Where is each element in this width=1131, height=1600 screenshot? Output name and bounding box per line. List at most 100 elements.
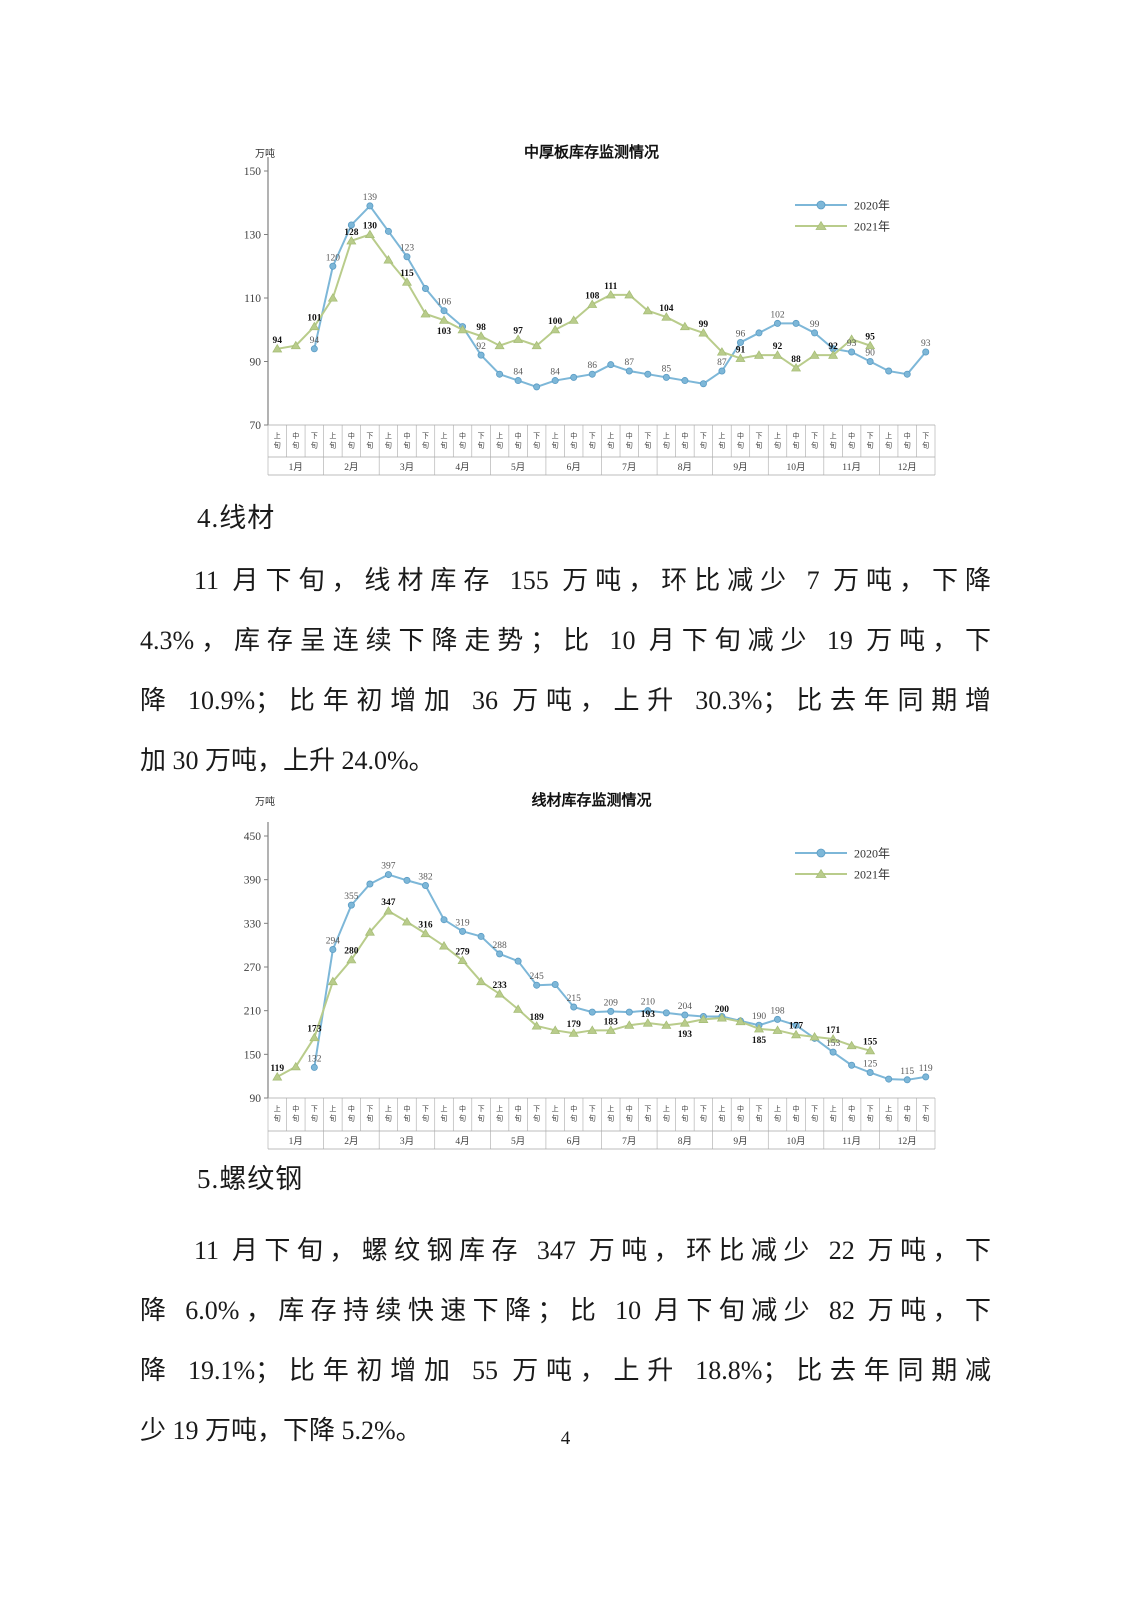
x-tick-period-label: 中旬 bbox=[904, 431, 911, 450]
x-tick-period-label: 中旬 bbox=[793, 1104, 800, 1123]
x-tick-period-label: 下旬 bbox=[644, 1105, 651, 1123]
data-label: 96 bbox=[736, 329, 746, 339]
data-label: 171 bbox=[826, 1026, 841, 1036]
legend-label: 2020年 bbox=[854, 199, 890, 213]
data-label: 183 bbox=[604, 1017, 619, 1027]
data-label: 94 bbox=[310, 336, 320, 346]
series-2021年 bbox=[272, 906, 876, 1081]
x-tick-period-label: 中旬 bbox=[681, 1104, 688, 1123]
x-tick-period-label: 上旬 bbox=[441, 431, 448, 450]
data-label: 125 bbox=[863, 1060, 878, 1070]
x-month-label: 12月 bbox=[898, 462, 917, 473]
x-month-label: 5月 bbox=[511, 462, 525, 473]
data-label: 92 bbox=[476, 342, 486, 352]
x-tick-period-label: 上旬 bbox=[385, 1104, 392, 1123]
data-label: 280 bbox=[344, 947, 359, 957]
section-heading-wire-rod: 4.线材 bbox=[197, 503, 276, 533]
x-month-label: 10月 bbox=[787, 1136, 806, 1147]
x-tick-period-label: 中旬 bbox=[848, 1104, 855, 1123]
data-label: 87 bbox=[625, 358, 635, 368]
x-tick-period-label: 下旬 bbox=[867, 432, 874, 450]
paragraph-line: 少 19 万吨，下降 5.2%。 bbox=[140, 1416, 422, 1445]
x-month-label: 8月 bbox=[678, 462, 692, 473]
data-label: 130 bbox=[363, 222, 378, 232]
y-tick-label: 90 bbox=[250, 357, 262, 369]
data-label: 200 bbox=[715, 1005, 730, 1015]
x-tick-period-label: 上旬 bbox=[385, 431, 392, 450]
data-label: 99 bbox=[810, 320, 820, 330]
data-label: 102 bbox=[770, 310, 785, 320]
x-tick-period-label: 上旬 bbox=[663, 431, 670, 450]
data-label: 233 bbox=[492, 981, 507, 991]
x-tick-period-label: 下旬 bbox=[533, 1105, 540, 1123]
data-label: 215 bbox=[567, 994, 582, 1004]
x-tick-period-label: 下旬 bbox=[922, 432, 929, 450]
x-tick-period-label: 中旬 bbox=[626, 431, 633, 450]
x-tick-period-label: 下旬 bbox=[311, 432, 318, 450]
data-label: 84 bbox=[550, 368, 560, 378]
x-tick-period-label: 下旬 bbox=[422, 432, 429, 450]
x-month-label: 5月 bbox=[511, 1136, 525, 1147]
x-tick-period-label: 上旬 bbox=[718, 1104, 725, 1123]
x-tick-period-label: 上旬 bbox=[496, 431, 503, 450]
y-tick-label: 110 bbox=[244, 293, 261, 305]
x-month-label: 10月 bbox=[787, 462, 806, 473]
chart-title: 中厚板库存监测情况 bbox=[524, 143, 659, 161]
data-label: 93 bbox=[921, 339, 931, 349]
x-tick-period-label: 中旬 bbox=[904, 1104, 911, 1123]
data-label: 132 bbox=[307, 1054, 322, 1064]
paragraph-line: 降 10.9%；比年初增加 36 万吨，上升 30.3%；比去年同期增 bbox=[140, 686, 991, 715]
data-label: 103 bbox=[437, 327, 452, 337]
data-label: 119 bbox=[270, 1064, 284, 1074]
data-label: 115 bbox=[400, 269, 414, 279]
legend-marker-circle bbox=[816, 848, 826, 858]
y-tick-label: 450 bbox=[244, 831, 262, 843]
x-month-label: 9月 bbox=[733, 1136, 747, 1147]
data-label: 190 bbox=[752, 1012, 767, 1022]
data-label: 93 bbox=[847, 339, 857, 349]
data-label: 97 bbox=[513, 326, 523, 336]
x-tick-period-label: 上旬 bbox=[274, 431, 281, 450]
y-tick-label: 150 bbox=[244, 166, 262, 178]
data-label: 111 bbox=[604, 282, 617, 292]
x-tick-period-label: 下旬 bbox=[700, 432, 707, 450]
y-axis-unit: 万吨 bbox=[255, 147, 275, 160]
rebar-paragraph: 11 月下旬，螺纹钢库存 347 万吨，环比减少 22 万吨，下 降 6.0%，… bbox=[140, 1221, 991, 1461]
data-label: 355 bbox=[344, 892, 359, 902]
legend-label: 2021年 bbox=[854, 220, 890, 234]
x-tick-period-label: 上旬 bbox=[774, 1104, 781, 1123]
data-label: 193 bbox=[678, 1030, 693, 1040]
data-label: 179 bbox=[567, 1020, 582, 1030]
data-label: 185 bbox=[752, 1036, 767, 1046]
data-label: 173 bbox=[307, 1025, 322, 1035]
data-label: 88 bbox=[791, 355, 801, 365]
data-label: 84 bbox=[513, 368, 523, 378]
x-month-label: 6月 bbox=[567, 462, 581, 473]
data-label: 87 bbox=[717, 358, 727, 368]
x-tick-period-label: 上旬 bbox=[607, 1104, 614, 1123]
data-label: 347 bbox=[381, 898, 396, 908]
x-month-label: 3月 bbox=[400, 462, 414, 473]
data-label: 193 bbox=[641, 1010, 656, 1020]
x-tick-period-label: 中旬 bbox=[737, 431, 744, 450]
x-tick-period-label: 上旬 bbox=[329, 431, 336, 450]
legend-marker-triangle bbox=[815, 220, 827, 230]
y-tick-label: 270 bbox=[244, 962, 262, 974]
x-tick-period-label: 中旬 bbox=[348, 1104, 355, 1123]
data-label: 198 bbox=[770, 1006, 785, 1016]
series-2020年 bbox=[310, 871, 930, 1084]
data-label: 153 bbox=[826, 1039, 841, 1049]
x-tick-period-label: 上旬 bbox=[830, 1104, 837, 1123]
x-tick-period-label: 下旬 bbox=[755, 1105, 762, 1123]
x-tick-period-label: 下旬 bbox=[366, 432, 373, 450]
x-month-label: 4月 bbox=[455, 1136, 469, 1147]
legend-label: 2021年 bbox=[854, 868, 890, 882]
x-tick-period-label: 下旬 bbox=[478, 1105, 485, 1123]
x-tick-period-label: 中旬 bbox=[459, 431, 466, 450]
data-label: 210 bbox=[641, 998, 656, 1008]
x-tick-period-label: 中旬 bbox=[570, 1104, 577, 1123]
data-label: 123 bbox=[400, 244, 415, 254]
x-tick-period-label: 上旬 bbox=[274, 1104, 281, 1123]
data-label: 92 bbox=[773, 342, 783, 352]
data-label: 119 bbox=[919, 1064, 933, 1074]
